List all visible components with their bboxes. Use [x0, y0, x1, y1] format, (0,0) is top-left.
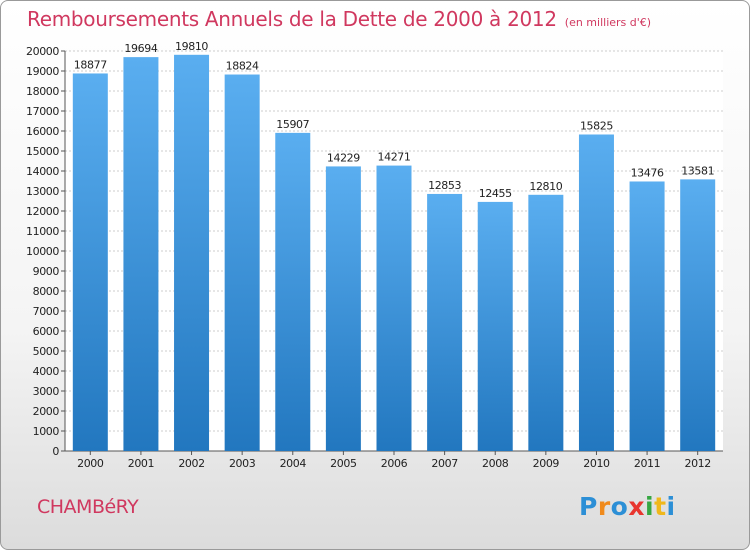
x-tick-label: 2004	[280, 457, 307, 470]
y-tick-label: 10000	[26, 245, 59, 258]
data-label: 13581	[681, 164, 714, 177]
x-tick-label: 2003	[229, 457, 256, 470]
bar	[275, 132, 311, 452]
data-label: 18877	[74, 58, 107, 71]
x-tick-label: 2009	[533, 457, 560, 470]
y-tick-label: 8000	[33, 285, 60, 298]
bar	[528, 194, 564, 452]
y-tick-label: 11000	[26, 225, 59, 238]
bar	[174, 54, 210, 452]
y-tick-label: 4000	[33, 365, 60, 378]
logo-letter: P	[579, 492, 598, 521]
logo-letter: r	[597, 492, 611, 521]
data-label: 13476	[631, 166, 664, 179]
x-tick-label: 2001	[128, 457, 154, 470]
y-tick-label: 18000	[26, 85, 59, 98]
data-label: 19810	[175, 40, 208, 53]
data-label: 12853	[428, 179, 461, 192]
data-label: 12810	[529, 180, 562, 193]
bar	[376, 165, 412, 451]
x-tick-label: 2000	[77, 457, 104, 470]
y-tick-label: 13000	[26, 185, 59, 198]
y-tick-label: 17000	[26, 105, 59, 118]
y-tick-label: 1000	[33, 425, 60, 438]
x-tick-label: 2011	[634, 457, 660, 470]
data-label: 19694	[124, 42, 157, 55]
y-tick-label: 3000	[33, 385, 60, 398]
y-tick-label: 19000	[26, 65, 59, 78]
y-tick-label: 5000	[33, 345, 60, 358]
y-tick-label: 12000	[26, 205, 59, 218]
x-tick-label: 2012	[684, 457, 710, 470]
bar	[427, 193, 463, 451]
bar	[224, 74, 260, 452]
bar	[680, 179, 716, 451]
logo-letter: t	[654, 492, 667, 521]
y-tick-label: 7000	[33, 305, 60, 318]
brand-logo: Proxiti	[579, 492, 676, 521]
city-name: CHAMBéRY	[37, 496, 139, 518]
chart-subtitle: (en milliers d'€)	[564, 16, 652, 29]
y-tick-label: 20000	[26, 45, 59, 58]
y-tick-label: 9000	[33, 265, 60, 278]
x-tick-label: 2007	[431, 457, 458, 470]
data-label: 14271	[378, 151, 411, 164]
bar-chart: 0 1000 2000 3000 4000 5000 6000 7000 8000 9000 100…	[26, 40, 723, 470]
data-label: 18824	[226, 60, 259, 73]
y-tick-label: 15000	[26, 145, 59, 158]
y-tick-label: 0	[52, 445, 59, 458]
y-tick-label: 16000	[26, 125, 59, 138]
bar	[325, 166, 361, 452]
x-tick-label: 2010	[583, 457, 610, 470]
data-label: 15907	[276, 118, 309, 131]
y-tick-label: 2000	[33, 405, 60, 418]
logo-letter: o	[610, 492, 629, 521]
x-tick-label: 2002	[178, 457, 204, 470]
y-tick-label: 6000	[33, 325, 60, 338]
data-label: 14229	[327, 151, 360, 164]
data-label: 12455	[479, 187, 512, 200]
bar	[123, 57, 159, 452]
bar	[629, 181, 665, 452]
chart-title-text: Remboursements Annuels de la Dette de 20…	[27, 7, 557, 31]
bar	[72, 73, 108, 452]
chart-title: Remboursements Annuels de la Dette de 20…	[27, 7, 651, 31]
y-tick-label: 14000	[26, 165, 59, 178]
x-tick-label: 2006	[381, 457, 408, 470]
x-tick-label: 2008	[482, 457, 509, 470]
bar	[578, 134, 614, 451]
data-label: 15825	[580, 120, 613, 133]
x-tick-label: 2005	[330, 457, 357, 470]
bar	[477, 201, 513, 451]
logo-letter: i	[645, 492, 655, 521]
logo-letter: i	[666, 492, 676, 521]
logo-letter: x	[628, 492, 645, 521]
